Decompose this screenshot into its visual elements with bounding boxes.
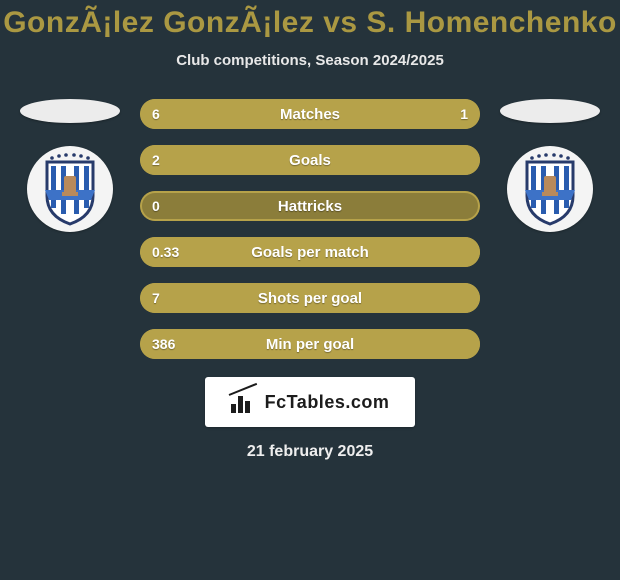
- card-root: GonzÃ¡lez GonzÃ¡lez vs S. Homenchenko Cl…: [0, 0, 620, 580]
- brand-text: FcTables.com: [265, 392, 390, 413]
- main-row: 61Matches 2Goals 0Hattricks 0.33Goals per m…: [0, 99, 620, 359]
- pachuca-crest-icon: [27, 146, 113, 232]
- stat-label: Matches: [140, 99, 480, 129]
- stat-row: 0.33Goals per match: [140, 237, 480, 267]
- stat-row: 7Shots per goal: [140, 283, 480, 313]
- stat-label: Hattricks: [140, 191, 480, 221]
- page-title: GonzÃ¡lez GonzÃ¡lez vs S. Homenchenko: [3, 6, 617, 40]
- stat-row: 386Min per goal: [140, 329, 480, 359]
- stat-row: 2Goals: [140, 145, 480, 175]
- stat-label: Min per goal: [140, 329, 480, 359]
- stat-label: Goals: [140, 145, 480, 175]
- left-club-badge: [27, 146, 113, 232]
- right-player-col: [500, 99, 600, 232]
- stats-column: 61Matches 2Goals 0Hattricks 0.33Goals per m…: [140, 99, 480, 359]
- right-club-badge: [507, 146, 593, 232]
- brand-badge: FcTables.com: [205, 377, 415, 427]
- left-player-col: [20, 99, 120, 232]
- subtitle: Club competitions, Season 2024/2025: [176, 52, 444, 69]
- right-flag-icon: [500, 99, 600, 123]
- stat-label: Shots per goal: [140, 283, 480, 313]
- stat-row: 0Hattricks: [140, 191, 480, 221]
- stat-label: Goals per match: [140, 237, 480, 267]
- fctables-logo-icon: [231, 391, 257, 413]
- stat-row: 61Matches: [140, 99, 480, 129]
- pachuca-crest-icon: [507, 146, 593, 232]
- date-label: 21 february 2025: [247, 443, 373, 461]
- left-flag-icon: [20, 99, 120, 123]
